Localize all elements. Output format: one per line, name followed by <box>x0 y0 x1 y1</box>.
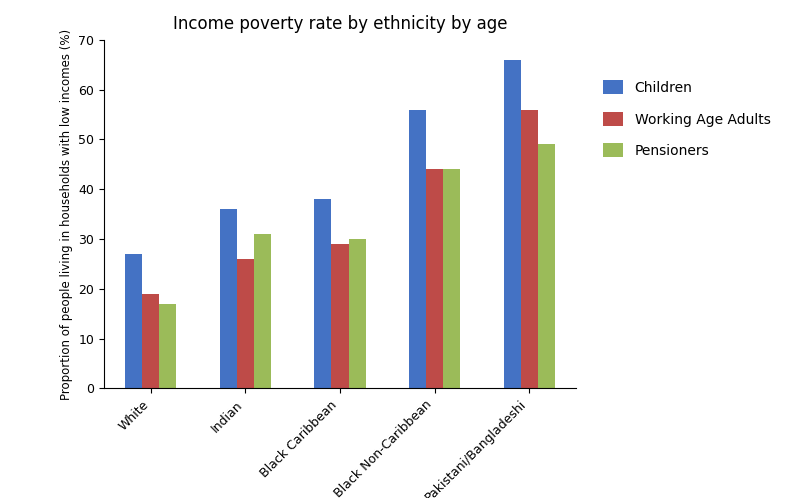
Title: Income poverty rate by ethnicity by age: Income poverty rate by ethnicity by age <box>173 15 507 33</box>
Bar <box>443 169 460 388</box>
Bar <box>142 294 159 388</box>
Bar <box>426 169 443 388</box>
Legend: Children, Working Age Adults, Pensioners: Children, Working Age Adults, Pensioners <box>597 75 776 163</box>
Bar <box>237 259 254 388</box>
Y-axis label: Proportion of people living in households with low incomes (%): Proportion of people living in household… <box>60 28 73 400</box>
Bar <box>503 60 521 388</box>
Bar <box>409 110 426 388</box>
Bar <box>538 144 554 388</box>
Bar <box>159 304 177 388</box>
Bar <box>126 254 142 388</box>
Bar <box>314 199 331 388</box>
Bar <box>331 244 349 388</box>
Bar <box>254 234 271 388</box>
Bar <box>220 209 237 388</box>
Bar <box>521 110 538 388</box>
Bar <box>349 239 366 388</box>
